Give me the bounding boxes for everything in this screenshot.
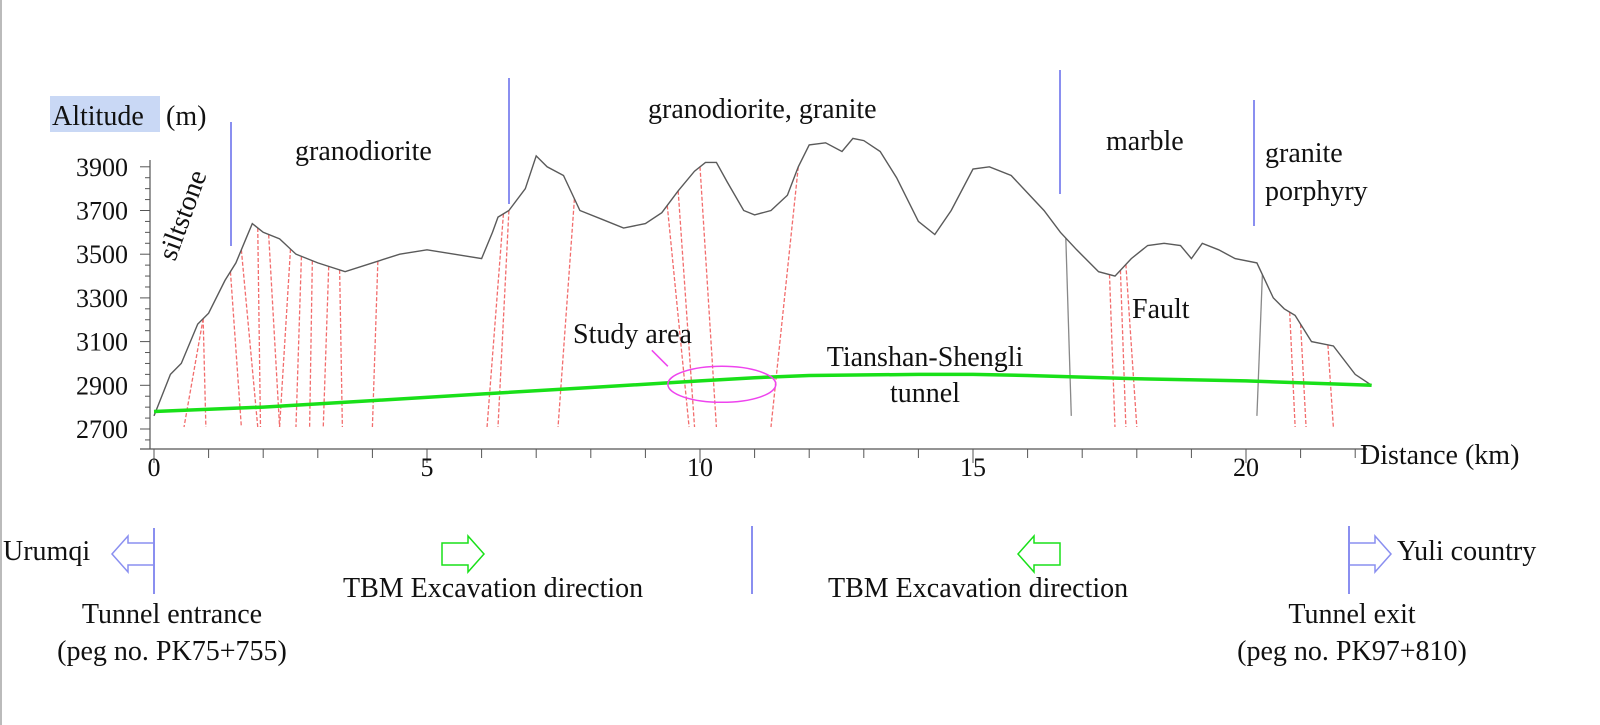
fault-lines (183, 166, 1335, 428)
fault-line (240, 249, 259, 428)
study-area-ellipse (667, 365, 777, 404)
exit-label: Tunnel exit (1288, 599, 1416, 630)
altitude-unit: (m) (166, 101, 206, 132)
tunnel-label-line2: tunnel (890, 378, 960, 409)
fault-line (268, 234, 281, 428)
tunnel-label-line1: Tianshan-Shengli (827, 342, 1024, 373)
excavation-arrow-right-icon (441, 534, 486, 574)
tunnel-line (153, 372, 1372, 414)
x-tick-label: 5 (421, 453, 434, 482)
rock-label-porphyry: porphyry (1265, 176, 1368, 207)
fault-line (1125, 264, 1138, 428)
fault-line (699, 166, 718, 428)
entrance-label: Tunnel entrance (82, 599, 262, 630)
y-tick-label: 3700 (76, 197, 128, 226)
y-tick-label: 3100 (76, 328, 128, 357)
fault-line (666, 205, 690, 428)
rock-label-granodiorite: granodiorite (295, 136, 432, 167)
y-tick-label: 3300 (76, 284, 128, 313)
fault-label: Fault (1132, 294, 1190, 325)
arrow-left-urumqi-icon (110, 534, 155, 574)
y-tick-label: 3500 (76, 240, 128, 269)
rock-label-granodiorite-granite: granodiorite, granite (648, 94, 877, 125)
study-area-label: Study area (573, 319, 693, 350)
y-tick-label: 2700 (76, 415, 128, 444)
rock-label-siltstone: siltstone (152, 166, 213, 264)
rock-label-granite: granite (1265, 138, 1343, 169)
fault-line (497, 210, 510, 428)
ground-surface-line (153, 137, 1372, 417)
fault-line (1108, 274, 1116, 428)
lithology-contacts (1065, 238, 1264, 416)
fault-line (322, 266, 330, 428)
excavation-direction-left: TBM Excavation direction (343, 573, 643, 604)
exit-peg-label: (peg no. PK97+810) (1237, 636, 1467, 667)
fault-line (257, 227, 262, 428)
fault-line (1327, 344, 1335, 428)
y-tick-label: 3900 (76, 153, 128, 182)
fault-line (308, 260, 313, 428)
lithology-contact-line (1256, 274, 1264, 416)
altitude-highlight (50, 96, 160, 132)
x-tick-label: 10 (687, 453, 713, 482)
fault-line (557, 198, 576, 428)
x-tick-label: 0 (148, 453, 161, 482)
fault-line (1289, 312, 1296, 428)
x-tick-label: 15 (960, 453, 986, 482)
excavation-arrow-left-icon (1016, 534, 1061, 574)
x-tick-label: 20 (1233, 453, 1259, 482)
fault-line (338, 269, 344, 428)
entrance-peg-label: (peg no. PK75+755) (57, 636, 287, 667)
excavation-direction-right: TBM Excavation direction (828, 573, 1128, 604)
fault-line (278, 249, 292, 428)
distance-axis-label: Distance (km) (1360, 440, 1519, 471)
altitude-label: Altitude (52, 101, 144, 132)
yuli-label: Yuli country (1397, 536, 1536, 567)
arrow-right-yuli-icon (1348, 534, 1393, 574)
fault-line (1299, 324, 1307, 428)
rock-label-marble: marble (1106, 126, 1184, 157)
axes: 2700 2900 3100 3300 3500 3700 3900 0 5 10 15 20 (76, 153, 1367, 482)
y-tick-label: 2900 (76, 371, 128, 400)
urumqi-label: Urumqi (3, 536, 90, 567)
study-area-pointer (651, 349, 669, 367)
fault-line (295, 256, 303, 428)
lithology-contact-line (1065, 238, 1072, 416)
fault-line (677, 190, 696, 428)
fault-line (1119, 270, 1127, 428)
fault-line (229, 271, 243, 428)
